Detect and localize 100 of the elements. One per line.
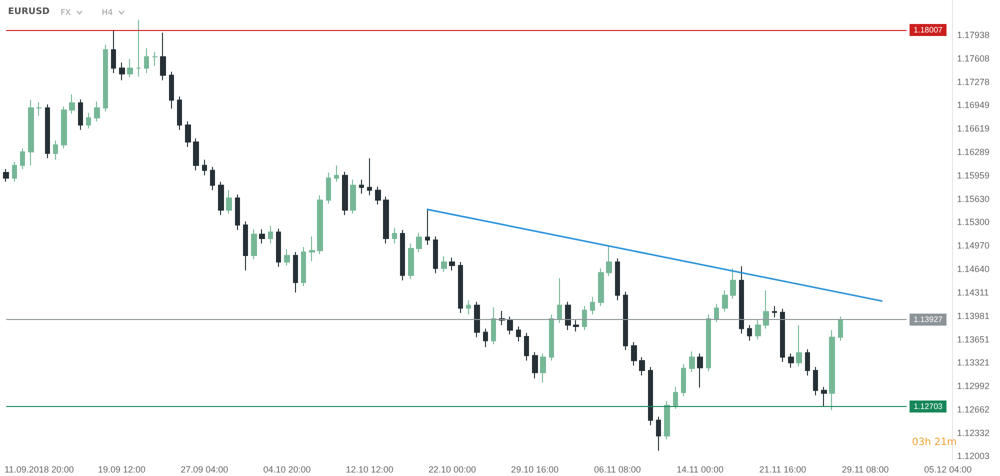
x-tick-label: 22.10 00:00 xyxy=(428,464,476,474)
candlestick xyxy=(408,242,414,280)
candlestick xyxy=(284,248,290,266)
x-tick-label: 14.11 00:00 xyxy=(676,464,724,474)
x-tick-label: 11.09.2018 20:00 xyxy=(4,464,74,474)
candlestick xyxy=(780,308,785,363)
candlestick xyxy=(383,196,389,244)
candlestick xyxy=(259,228,265,244)
candlestick xyxy=(788,353,794,368)
candlestick xyxy=(689,350,695,372)
candlestick xyxy=(334,164,339,182)
candlestick xyxy=(590,296,595,315)
y-tick-label: 1.13651 xyxy=(957,334,990,344)
candlestick xyxy=(681,364,686,397)
x-tick-label: 19.09 12:00 xyxy=(98,464,146,474)
candlestick xyxy=(367,158,372,196)
candlestick xyxy=(821,386,827,408)
candlestick xyxy=(582,305,587,331)
x-tick-label: 29.10 16:00 xyxy=(511,464,559,474)
x-tick-label: 05.12 04:00 xyxy=(924,464,972,474)
candlestick xyxy=(441,256,447,272)
candlestick xyxy=(532,352,538,379)
candlestick xyxy=(28,100,34,166)
y-tick-label: 1.16949 xyxy=(957,100,990,110)
candlestick xyxy=(598,268,604,306)
candlestick xyxy=(755,320,761,340)
candlestick xyxy=(805,348,810,376)
y-tick-label: 1.14640 xyxy=(957,264,990,274)
candlestick xyxy=(664,400,670,440)
candlestick xyxy=(136,19,141,78)
x-tick-label: 12.10 12:00 xyxy=(346,464,394,474)
ref-line-label: 1.13927 xyxy=(914,315,944,324)
candlestick xyxy=(293,252,298,293)
annotation: 03h 21m xyxy=(912,437,957,448)
candlestick xyxy=(169,71,174,110)
candlestick xyxy=(540,353,546,384)
candlestick xyxy=(103,44,108,112)
y-tick-label: 1.13981 xyxy=(957,310,990,321)
x-tick-label: 27.09 04:00 xyxy=(180,464,228,474)
candlestick xyxy=(474,301,480,338)
candlestick xyxy=(722,290,728,312)
candlestick xyxy=(177,96,182,130)
candlestick xyxy=(235,194,240,230)
candlestick xyxy=(747,324,752,342)
candlestick xyxy=(714,303,719,323)
candlestick xyxy=(375,186,381,205)
ref-line-label: 1.12703 xyxy=(914,402,944,412)
y-tick-label: 1.15300 xyxy=(957,217,990,228)
candlestick xyxy=(491,306,496,345)
candlestick xyxy=(466,300,471,315)
candlestick xyxy=(61,106,67,149)
candlestick xyxy=(20,148,25,170)
y-tick-label: 1.15630 xyxy=(957,194,990,204)
candlestick xyxy=(648,366,653,426)
candlestick xyxy=(45,104,50,159)
candlestick xyxy=(697,353,703,388)
candlestick xyxy=(565,301,571,331)
candlestick xyxy=(416,232,422,253)
candlestick xyxy=(573,320,579,332)
candlestick xyxy=(160,32,166,81)
candlestick xyxy=(78,98,83,130)
ref-line-label: 1.18007 xyxy=(914,26,944,35)
candlestick xyxy=(796,324,802,367)
y-tick-label: 1.12992 xyxy=(957,381,990,392)
candlestick xyxy=(317,194,323,255)
candlestick xyxy=(202,159,207,176)
candlestick xyxy=(813,366,818,396)
y-tick-label: 1.12003 xyxy=(957,451,990,462)
candlestick xyxy=(730,268,736,300)
candlestick xyxy=(53,140,58,160)
x-tick-label: 06.11 08:00 xyxy=(594,464,641,474)
candlestick xyxy=(516,326,521,342)
y-tick-label: 1.14311 xyxy=(957,287,989,298)
candlestick xyxy=(119,62,125,81)
y-tick-label: 1.16289 xyxy=(957,146,990,157)
x-tick-label: 21.11 16:00 xyxy=(759,464,806,474)
candlestick xyxy=(218,181,224,216)
candlestick xyxy=(392,227,397,244)
candlestick xyxy=(111,29,116,74)
candlestick xyxy=(359,179,364,194)
candlestick xyxy=(127,58,133,78)
candlestick xyxy=(210,166,215,191)
y-tick-label: 1.12332 xyxy=(957,428,990,438)
candlestick xyxy=(772,305,777,318)
candlestick xyxy=(458,261,463,314)
candlestick xyxy=(483,328,488,348)
x-tick-label: 04.10 20:00 xyxy=(263,464,311,474)
candlestick xyxy=(152,51,158,67)
candlestick xyxy=(301,246,306,287)
candlestick xyxy=(673,386,678,410)
candlestick xyxy=(3,168,9,182)
candlestick xyxy=(829,330,835,411)
candlestick xyxy=(433,236,438,274)
y-tick-label: 1.14970 xyxy=(957,240,990,251)
candlestick xyxy=(193,138,199,171)
y-tick-label: 1.17608 xyxy=(957,53,990,64)
text: EURUSD xyxy=(8,7,50,17)
candlestick xyxy=(309,236,315,262)
candlestick xyxy=(615,258,620,301)
annotation: FX xyxy=(60,8,71,16)
